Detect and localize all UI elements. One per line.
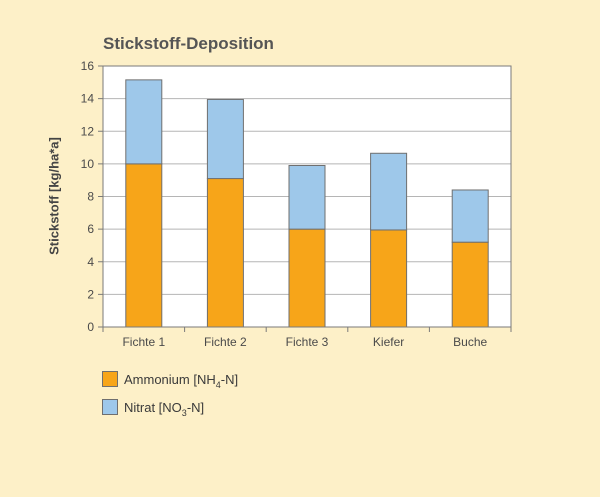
bar-ammonium-kiefer [370,229,408,328]
x-tick-label: Fichte 1 [122,335,165,349]
chart-title: Stickstoff-Deposition [103,34,274,53]
bar-ammonium-fichte-3 [288,228,326,328]
legend-swatch-nitrat [102,399,118,415]
bar-nitrat-fichte-3 [288,165,326,230]
x-tick-label: Fichte 3 [286,335,329,349]
y-tick-label: 16 [81,59,95,73]
y-tick-label: 10 [81,157,95,171]
bar-nitrat-buche [451,189,489,243]
y-tick-label: 6 [87,222,94,236]
x-tick-label: Kiefer [373,335,404,349]
legend-label-ammonium: Ammonium [NH4-N] [124,371,239,390]
y-tick-label: 12 [81,124,95,138]
y-ticks: 0 2 4 6 8 10 12 14 16 [81,59,103,334]
legend: Ammonium [NH4-N] Nitrat [NO3-N] [102,370,238,426]
y-tick-label: 2 [87,287,94,301]
bar-nitrat-fichte-1 [125,79,163,165]
y-tick-label: 14 [81,92,95,106]
bar-nitrat-kiefer [370,152,408,231]
x-tick-label: Fichte 2 [204,335,247,349]
x-tick-label: Buche [453,335,487,349]
legend-item-nitrat: Nitrat [NO3-N] [102,398,238,418]
bars [125,79,489,328]
bar-ammonium-fichte-1 [125,163,163,328]
bar-ammonium-fichte-2 [206,178,244,328]
legend-item-ammonium: Ammonium [NH4-N] [102,370,239,390]
bar-nitrat-fichte-2 [206,98,244,180]
y-tick-label: 4 [87,255,94,269]
bar-ammonium-buche [451,241,489,328]
legend-swatch-ammonium [102,371,118,387]
legend-label-nitrat: Nitrat [NO3-N] [124,399,205,418]
y-tick-label: 0 [87,320,94,334]
x-ticks: Fichte 1 Fichte 2 Fichte 3 Kiefer Buche [102,327,512,349]
y-tick-label: 8 [87,190,94,204]
